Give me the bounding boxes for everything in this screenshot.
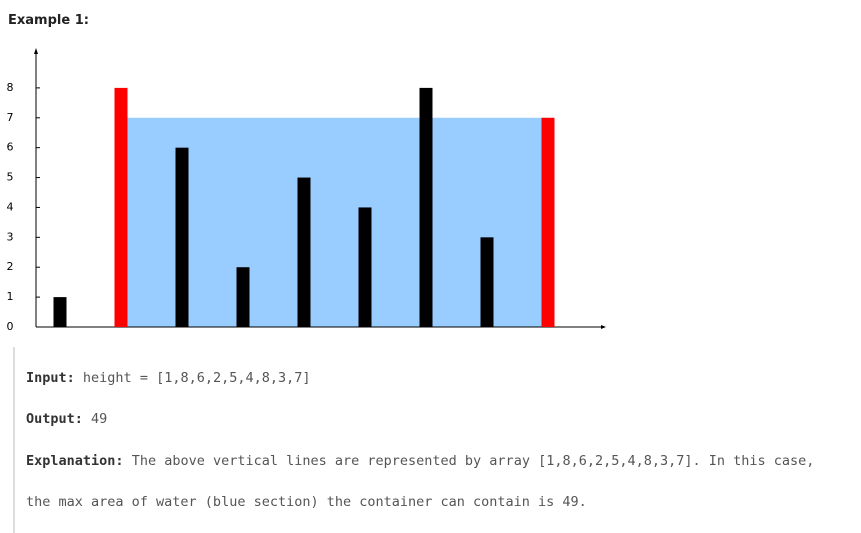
- bar: [541, 117, 555, 328]
- output-line: Output: 49: [26, 409, 861, 430]
- example-block: Input: height = [1,8,6,2,5,4,8,3,7] Outp…: [13, 347, 861, 533]
- bar: [236, 267, 250, 327]
- heading: Example 1:: [8, 13, 89, 28]
- y-axis-arrow: [34, 48, 38, 54]
- y-tick-label: 4: [7, 200, 14, 213]
- bar: [53, 297, 67, 327]
- page: Example 1: 0 1 2 3 4 5 6 7 8 Input: height = [1,…: [6, 13, 815, 533]
- x-axis-arrow: [601, 325, 606, 329]
- output-label: Output:: [26, 411, 83, 428]
- bar: [114, 87, 128, 327]
- y-tick-label: 3: [7, 230, 14, 243]
- y-tick-label: 8: [7, 81, 14, 94]
- bar: [358, 207, 372, 327]
- bar: [480, 237, 494, 327]
- explanation-line: the max area of water (blue section) the…: [26, 492, 861, 513]
- bar: [419, 87, 433, 327]
- y-tick-label: 6: [7, 141, 14, 154]
- explanation: The above vertical lines are represented…: [131, 452, 815, 469]
- y-tick-label: 2: [7, 260, 14, 273]
- y-tick-label: 1: [7, 290, 14, 303]
- explanation: the max area of water (blue section) the…: [26, 493, 587, 510]
- water-area: [121, 117, 548, 328]
- input-line: Input: height = [1,8,6,2,5,4,8,3,7]: [26, 368, 861, 389]
- input: height = [1,8,6,2,5,4,8,3,7]: [82, 369, 311, 386]
- y-tick-label: 0: [7, 320, 14, 333]
- bar: [297, 177, 311, 327]
- output: 49: [91, 411, 108, 428]
- chart: 0 1 2 3 4 5 6 7 8: [7, 48, 606, 333]
- input-label: Input:: [26, 369, 75, 386]
- y-tick-label: 7: [7, 111, 14, 124]
- explanation-label: Explanation:: [26, 452, 124, 469]
- y-tick-label: 5: [7, 171, 14, 184]
- explanation-line: Explanation: The above vertical lines ar…: [26, 451, 861, 472]
- bar: [175, 147, 189, 327]
